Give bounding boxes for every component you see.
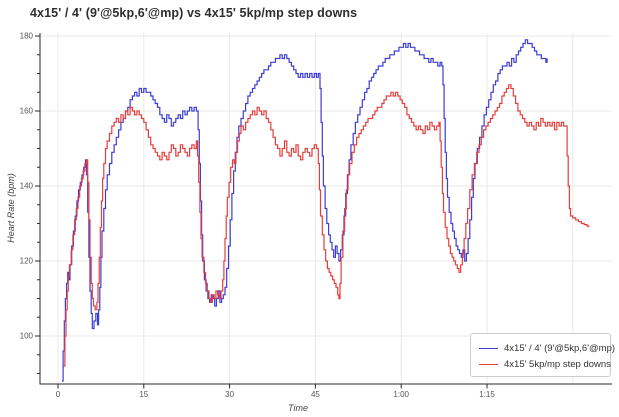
x-tick-label: 45	[311, 390, 320, 399]
y-axis-label: Heart Rate (bpm)	[6, 173, 16, 243]
legend-line-sample-blue	[479, 347, 498, 349]
x-tick-label: 15	[139, 390, 148, 399]
x-tick-label: 1:15	[479, 390, 495, 399]
x-tick-label: 1:00	[393, 390, 409, 399]
y-tick-label: 160	[20, 107, 34, 116]
y-tick-label: 100	[20, 332, 34, 341]
x-axis-label: Time	[288, 403, 308, 413]
y-tick-label: 180	[20, 32, 34, 41]
legend-label-red: 4x15' 5kp/mp step downs	[504, 358, 611, 370]
y-tick-label: 140	[20, 182, 34, 191]
legend-entry-red: 4x15' 5kp/mp step downs	[479, 356, 611, 372]
series-line-blue	[62, 39, 548, 382]
series-line-red	[63, 84, 590, 367]
y-tick-label: 120	[20, 257, 34, 266]
x-tick-label: 0	[56, 390, 61, 399]
legend-entry-blue: 4x15' / 4' (9'@5kp,6'@mp)	[479, 340, 615, 356]
x-tick-label: 30	[225, 390, 234, 399]
legend-label-blue: 4x15' / 4' (9'@5kp,6'@mp)	[504, 342, 616, 354]
chart-title: 4x15' / 4' (9'@5kp,6'@mp) vs 4x15' 5kp/m…	[30, 6, 358, 20]
legend: 4x15' / 4' (9'@5kp,6'@mp) 4x15' 5kp/mp s…	[470, 333, 615, 377]
legend-line-sample-red	[479, 363, 498, 365]
